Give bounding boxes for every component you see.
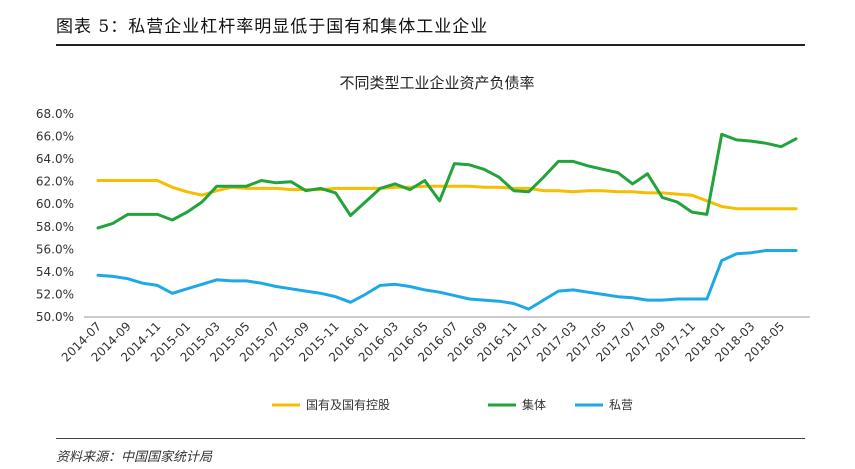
y-tick-label: 50.0%: [36, 310, 74, 324]
y-tick-label: 60.0%: [36, 197, 74, 211]
y-tick-label: 66.0%: [36, 130, 74, 144]
y-tick-label: 62.0%: [36, 175, 74, 189]
y-tick-label: 58.0%: [36, 220, 74, 234]
legend-label-private: 私营: [609, 398, 633, 412]
title-rule: [56, 44, 805, 46]
legend-label-state: 国有及国有控股: [306, 398, 390, 412]
series-line-private: [96, 249, 798, 311]
y-tick-label: 56.0%: [36, 242, 74, 256]
legend-label-collective: 集体: [522, 397, 546, 412]
footer-rule: [56, 438, 805, 439]
x-axis: 2014-072014-092014-112015-012015-032015-…: [59, 319, 788, 364]
y-tick-label: 64.0%: [36, 152, 74, 166]
series-layer: [96, 132, 798, 311]
figure-title: 图表 5：私营企业杠杆率明显低于国有和集体工业企业: [56, 17, 489, 37]
chart-title: 不同类型工业企业资产负债率: [339, 74, 534, 92]
y-tick-label: 52.0%: [36, 287, 74, 301]
y-tick-label: 54.0%: [36, 265, 74, 279]
legend: 国有及国有控股 集体 私营: [272, 397, 633, 412]
y-axis: 50.0% 52.0% 54.0% 56.0% 58.0% 60.0% 62.0% 64.0%…: [36, 107, 74, 324]
source-note: 资料来源：中国国家统计局: [56, 450, 213, 465]
series-line-collective: [96, 132, 798, 230]
y-tick-label: 68.0%: [36, 107, 74, 121]
